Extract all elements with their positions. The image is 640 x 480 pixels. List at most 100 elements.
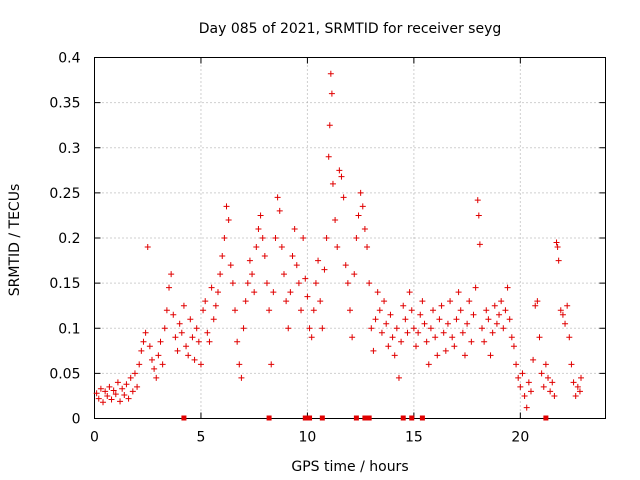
data-point — [555, 257, 562, 264]
data-point — [568, 361, 575, 368]
data-point — [378, 329, 385, 336]
data-point — [114, 379, 121, 386]
data-point — [185, 352, 192, 359]
data-point — [170, 311, 177, 318]
data-point — [274, 194, 281, 201]
y-tick-label: 0.3 — [58, 141, 80, 157]
data-point — [510, 343, 517, 350]
data-point — [410, 325, 417, 332]
data-point — [474, 197, 481, 204]
data-point — [134, 383, 141, 390]
x-tick-label: 15 — [405, 430, 423, 446]
data-point — [253, 244, 260, 251]
data-points — [93, 70, 585, 411]
data-point — [423, 338, 430, 345]
data-point — [263, 280, 270, 287]
data-point — [351, 271, 358, 278]
data-point — [332, 216, 339, 223]
y-axis: 0 0.05 0.1 0.15 0.2 0.25 0.3 0.35 0.4 — [49, 51, 606, 428]
data-point — [234, 338, 241, 345]
data-point — [146, 343, 153, 350]
data-point — [506, 316, 513, 323]
data-point — [308, 334, 315, 341]
data-point — [483, 307, 490, 314]
data-point — [389, 334, 396, 341]
data-point — [315, 257, 322, 264]
data-point — [425, 361, 432, 368]
data-point — [576, 388, 583, 395]
data-point — [244, 280, 251, 287]
data-point — [227, 262, 234, 269]
data-point — [155, 352, 162, 359]
data-point — [276, 207, 283, 214]
data-point — [393, 325, 400, 332]
data-point — [453, 316, 460, 323]
data-point — [202, 298, 209, 305]
data-point — [427, 325, 434, 332]
data-point — [95, 395, 102, 402]
data-point — [180, 302, 187, 309]
data-point — [293, 262, 300, 269]
data-point — [123, 381, 130, 388]
y-tick-label: 0.25 — [49, 186, 80, 202]
data-point — [461, 352, 468, 359]
data-point — [342, 262, 349, 269]
data-point — [191, 356, 198, 363]
data-point — [532, 302, 539, 309]
data-point — [404, 329, 411, 336]
data-point — [562, 320, 569, 327]
data-point — [438, 302, 445, 309]
data-point — [255, 225, 262, 232]
data-point — [387, 311, 394, 318]
data-point — [430, 307, 437, 314]
data-point — [572, 392, 579, 399]
data-point — [206, 338, 213, 345]
data-point — [204, 329, 211, 336]
data-point — [159, 361, 166, 368]
zero-marker — [181, 415, 187, 421]
data-point — [110, 387, 117, 394]
data-point — [166, 284, 173, 291]
data-point — [564, 302, 571, 309]
data-point — [481, 338, 488, 345]
data-point — [578, 374, 585, 381]
zero-marker — [409, 415, 415, 421]
data-point — [197, 361, 204, 368]
data-point — [100, 399, 107, 406]
data-point — [157, 338, 164, 345]
grid — [94, 57, 606, 419]
x-axis-label: GPS time / hours — [291, 459, 408, 475]
x-tick-label: 0 — [90, 430, 99, 446]
data-point — [221, 235, 228, 241]
data-point — [325, 153, 332, 160]
data-point — [287, 289, 294, 296]
data-point — [142, 329, 149, 336]
data-point — [280, 271, 287, 278]
data-point — [475, 212, 482, 219]
data-point — [208, 284, 215, 291]
data-point — [251, 289, 258, 296]
data-point — [398, 338, 405, 345]
data-point — [102, 388, 109, 395]
data-point — [246, 257, 253, 264]
data-point — [472, 284, 479, 291]
data-point — [442, 347, 449, 354]
x-tick-label: 10 — [299, 430, 317, 446]
zero-marker — [543, 415, 549, 421]
data-point — [408, 307, 415, 314]
data-point — [268, 361, 275, 368]
data-point — [153, 374, 160, 381]
data-point — [93, 390, 100, 397]
data-point — [449, 334, 456, 341]
data-point — [121, 392, 128, 399]
y-tick-label: 0.05 — [49, 366, 80, 382]
data-point — [195, 338, 202, 345]
data-point — [285, 325, 292, 332]
data-point — [459, 329, 466, 336]
data-point — [551, 392, 558, 399]
data-point — [536, 334, 543, 341]
data-point — [200, 307, 207, 314]
zero-marker — [302, 415, 308, 421]
data-point — [525, 379, 532, 386]
